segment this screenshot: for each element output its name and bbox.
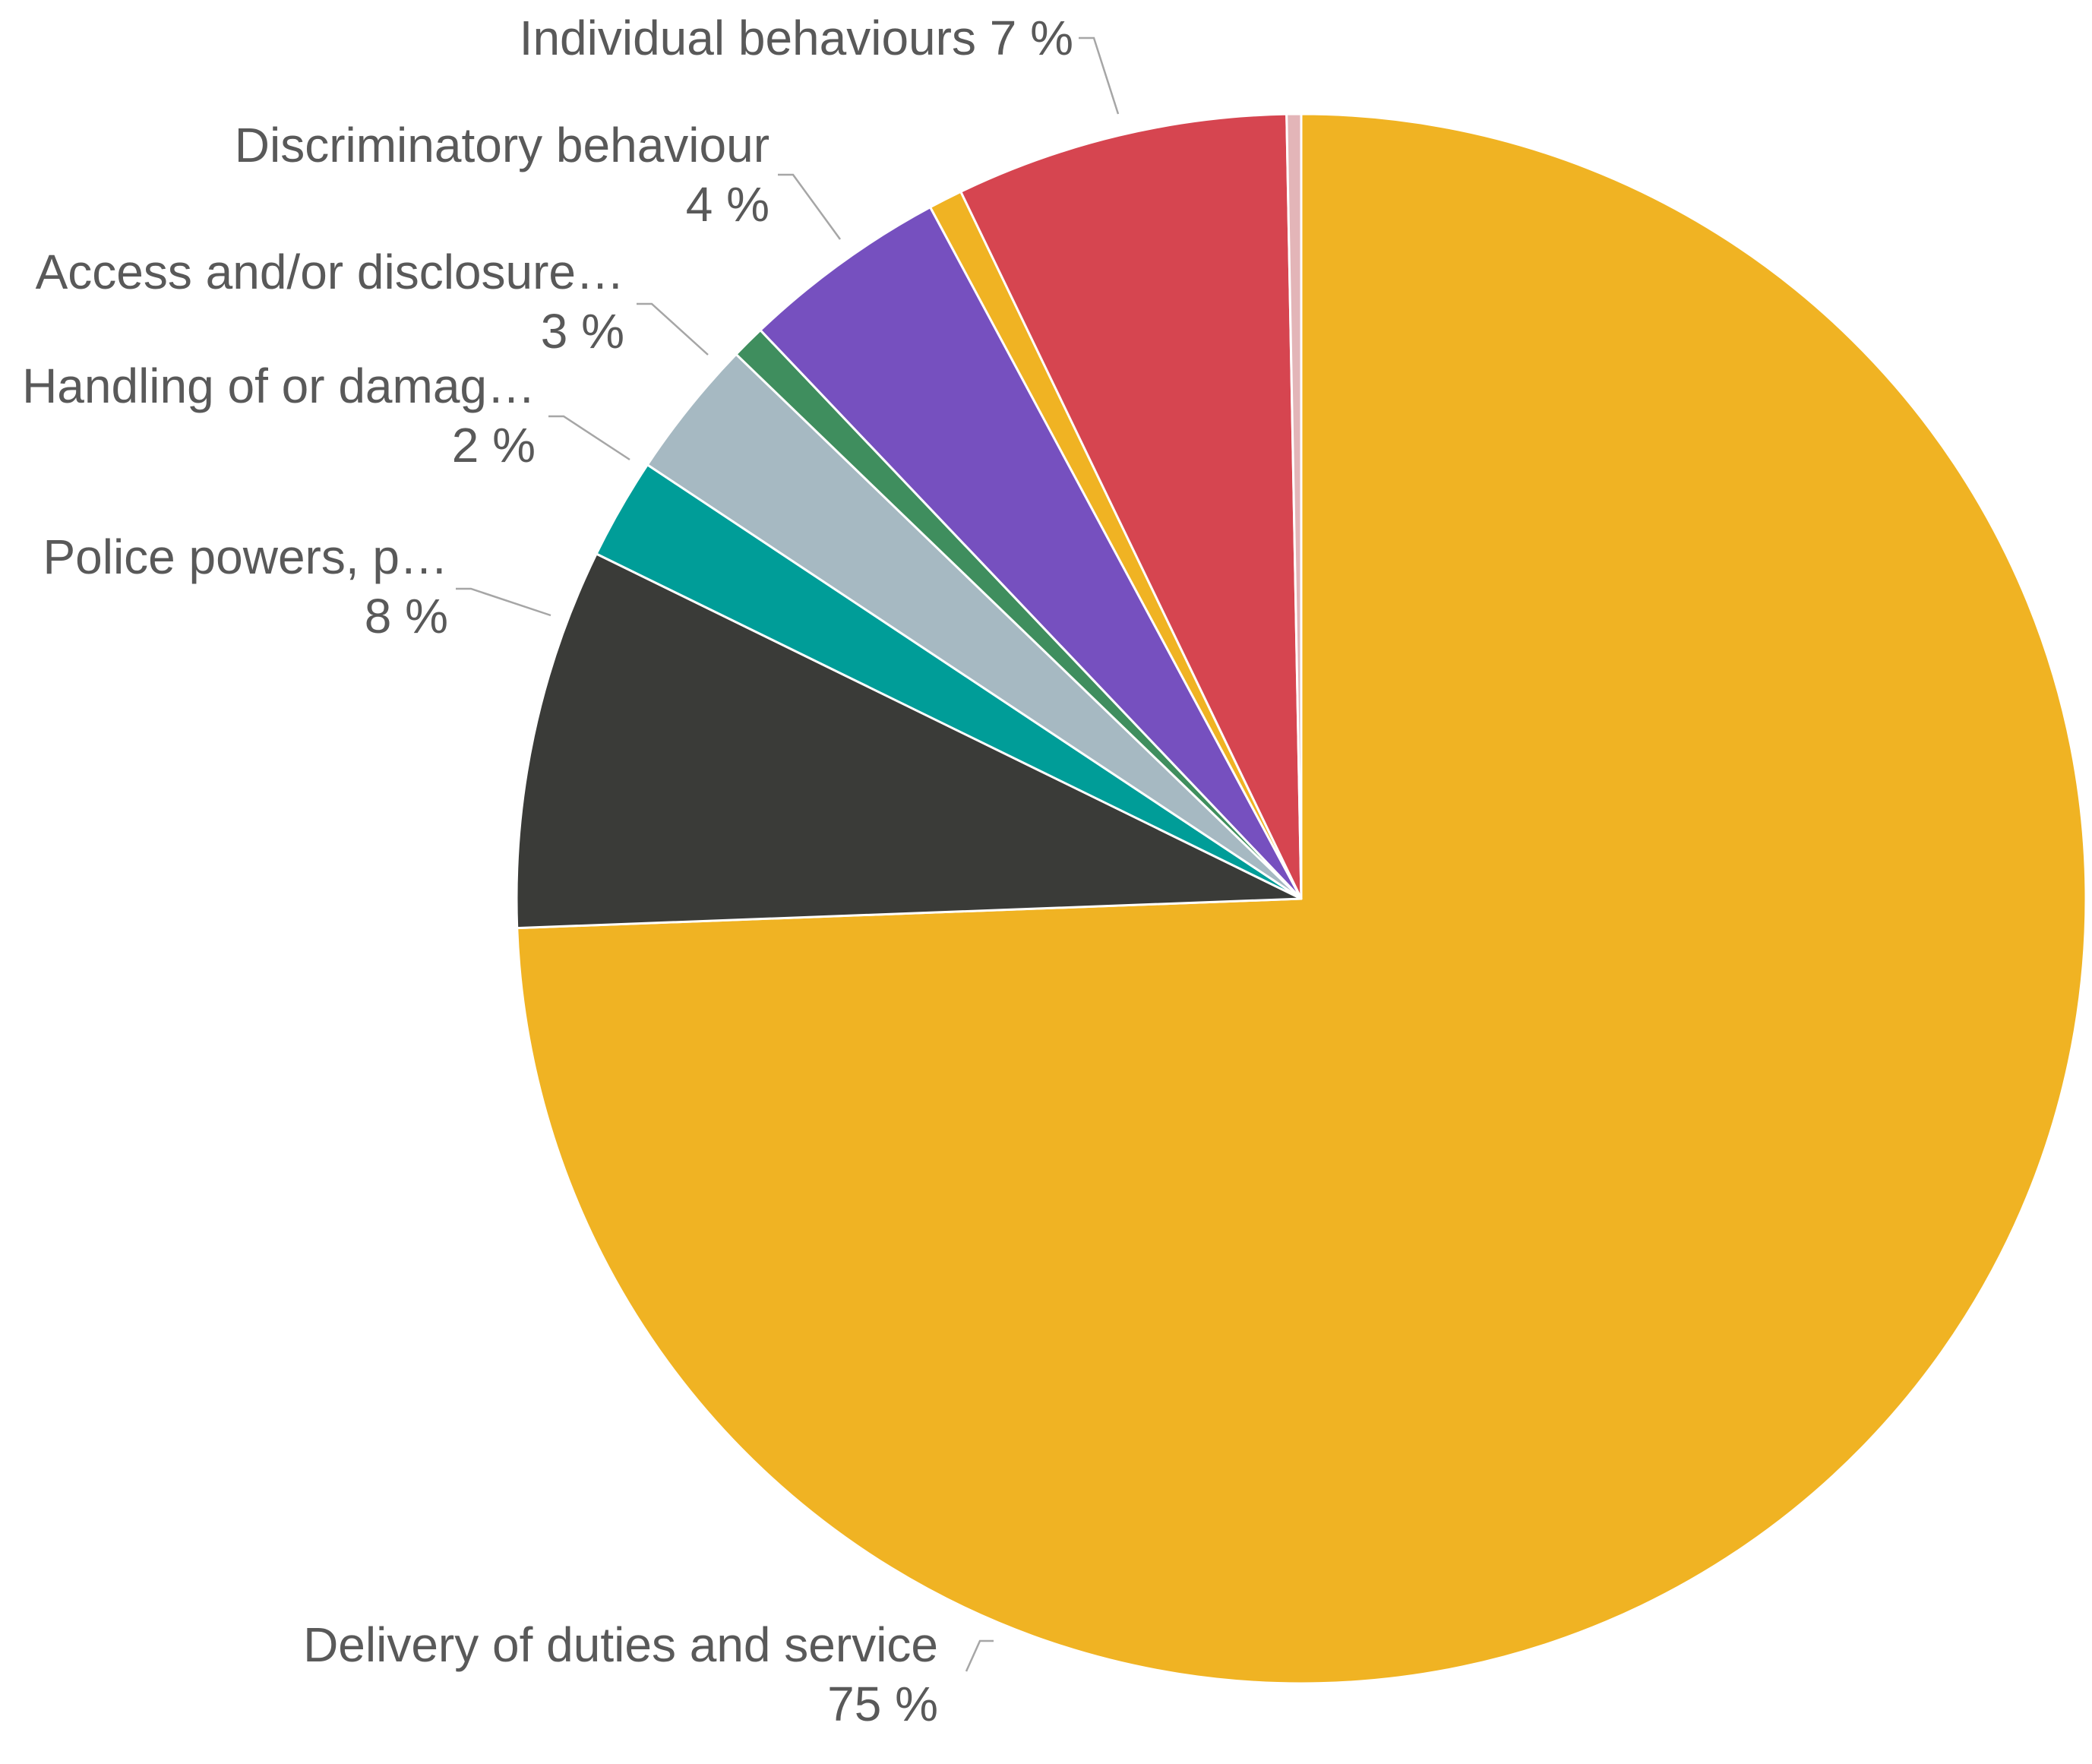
label-handling: Handling of or damag… xyxy=(22,359,536,413)
leader-line-discriminatory xyxy=(778,173,842,240)
pie-slice-8 xyxy=(1285,112,1303,900)
label-individual: Individual behaviours 7 % xyxy=(520,11,1073,65)
label-individual-text: Individual behaviours xyxy=(520,11,976,65)
leader-line-delivery xyxy=(965,1639,994,1672)
leader-line-access xyxy=(637,302,709,356)
leader-line-handling xyxy=(548,415,630,461)
label-access: Access and/or disclosure… xyxy=(36,245,624,299)
leader-line-individual xyxy=(1079,36,1120,115)
leader-line-police-powers xyxy=(456,587,551,617)
label-police-powers-value: 8 % xyxy=(365,589,448,643)
label-delivery: Delivery of duties and service xyxy=(303,1617,938,1672)
pie-slice-7 xyxy=(959,112,1303,900)
label-discriminatory-value: 4 % xyxy=(686,177,769,232)
label-leaders xyxy=(456,36,1120,1672)
label-individual-value: 7 % xyxy=(990,11,1073,65)
label-handling-value: 2 % xyxy=(452,418,536,473)
pie-slices xyxy=(515,112,2087,1685)
pie-slice-5 xyxy=(759,206,1303,900)
label-discriminatory: Discriminatory behaviour xyxy=(235,118,769,172)
label-police-powers: Police powers, p… xyxy=(43,530,448,584)
slice-labels: Delivery of duties and service 75 % Poli… xyxy=(22,11,1073,1731)
label-delivery-value: 75 % xyxy=(827,1677,938,1731)
label-access-value: 3 % xyxy=(541,304,624,359)
pie-slice-1 xyxy=(515,552,1303,930)
